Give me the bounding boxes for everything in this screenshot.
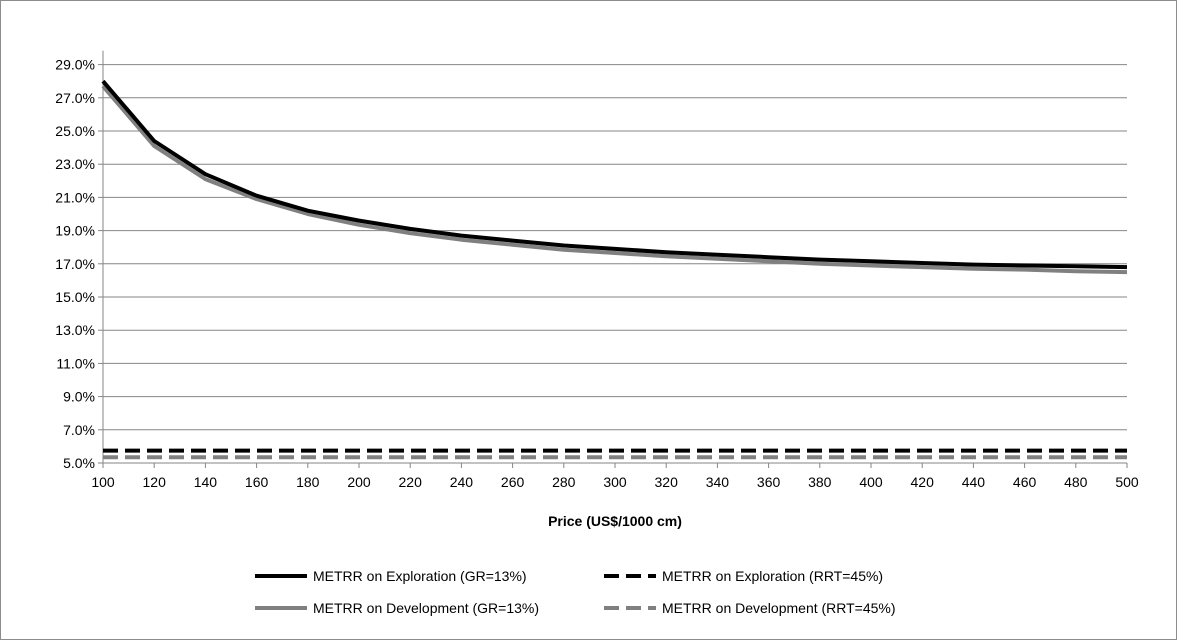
series-lines: [101, 79, 1128, 460]
y-tick-label: 17.0%: [55, 256, 95, 272]
y-tick-labels: 5.0% 7.0% 9.0% 11.0% 13.0% 15.0% 17.0% 19.0% 21.…: [55, 57, 103, 471]
y-tick-label: 7.0%: [63, 422, 95, 438]
x-tick-label: 480: [1064, 474, 1088, 490]
x-tick-label: 120: [143, 474, 167, 490]
y-tick-label: 27.0%: [55, 90, 95, 106]
x-tick-label: 300: [603, 474, 627, 490]
legend-label: METRR on Development (RRT=45%): [662, 600, 896, 616]
x-tick-label: 140: [194, 474, 218, 490]
legend: METRR on Exploration (GR=13%) METRR on Ex…: [255, 568, 896, 616]
legend-label: METRR on Exploration (RRT=45%): [662, 568, 883, 584]
x-tick-label: 360: [757, 474, 781, 490]
x-tick-label: 220: [399, 474, 423, 490]
y-tick-label: 23.0%: [55, 156, 95, 172]
series-line-3: [101, 84, 1128, 275]
x-axis-title: Price (US$/1000 cm): [548, 513, 682, 529]
x-tick-label: 420: [911, 474, 935, 490]
x-tick-label: 180: [296, 474, 320, 490]
y-tick-label: 9.0%: [63, 389, 95, 405]
y-tick-label: 13.0%: [55, 322, 95, 338]
x-tick-label: 100: [91, 474, 115, 490]
y-tick-label: 5.0%: [63, 455, 95, 471]
x-tick-label: 380: [808, 474, 832, 490]
y-tick-label: 11.0%: [56, 355, 95, 371]
x-tick-label: 160: [245, 474, 269, 490]
x-tick-label: 340: [706, 474, 730, 490]
y-tick-label: 15.0%: [55, 289, 95, 305]
x-tick-label: 260: [501, 474, 525, 490]
series-line-1: [101, 79, 1128, 270]
x-tick-label: 460: [1013, 474, 1037, 490]
x-tick-label: 500: [1115, 474, 1139, 490]
y-tick-label: 21.0%: [55, 189, 95, 205]
x-tick-label: 240: [450, 474, 474, 490]
legend-label: METRR on Development (GR=13%): [313, 600, 539, 616]
x-tick-label: 320: [655, 474, 679, 490]
y-tick-label: 25.0%: [55, 123, 95, 139]
x-tick-labels: 100 120 140 160 180 200 220 240 260 280 300 320 340 3…: [91, 463, 1139, 490]
legend-label: METRR on Exploration (GR=13%): [313, 568, 527, 584]
x-tick-label: 400: [859, 474, 883, 490]
x-tick-label: 200: [347, 474, 371, 490]
x-tick-label: 440: [962, 474, 986, 490]
y-tick-label: 19.0%: [55, 223, 95, 239]
axes: [102, 50, 1127, 464]
x-tick-label: 280: [552, 474, 576, 490]
y-tick-label: 29.0%: [55, 57, 95, 73]
